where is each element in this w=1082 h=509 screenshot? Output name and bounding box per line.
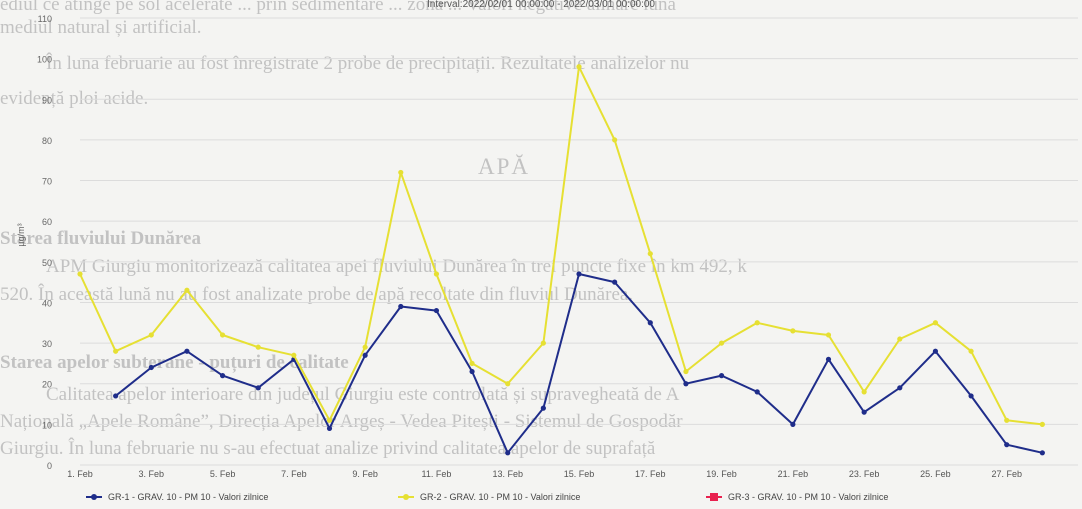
series-1-point xyxy=(683,381,689,387)
series-2-point xyxy=(790,328,796,334)
y-tick-label: 20 xyxy=(42,380,52,390)
series-1-point xyxy=(184,348,190,354)
series-1-point xyxy=(540,405,546,411)
series-1-point xyxy=(469,368,475,375)
series-1-point xyxy=(113,393,119,399)
series-2-point xyxy=(968,348,974,354)
y-tick-label: 50 xyxy=(42,258,52,268)
series-2-point xyxy=(897,336,903,342)
series-1-point xyxy=(576,271,582,277)
series-2-point xyxy=(505,381,511,387)
series-2-point xyxy=(255,344,261,350)
series-2-point xyxy=(291,352,297,358)
x-tick-label: 3. Feb xyxy=(139,469,165,479)
x-tick-label: 17. Feb xyxy=(635,469,666,479)
series-1-point xyxy=(754,389,760,395)
series-2-point xyxy=(540,340,546,346)
y-tick-label: 80 xyxy=(42,136,52,146)
x-tick-label: 11. Feb xyxy=(421,469,451,479)
series-2-point xyxy=(718,340,725,346)
series-2-point xyxy=(362,344,368,350)
legend-marker-2 xyxy=(403,494,409,500)
series-1-point xyxy=(1039,450,1045,456)
y-tick-label: 30 xyxy=(42,339,52,349)
series-2-point xyxy=(219,332,226,338)
y-tick-label: 60 xyxy=(42,217,52,227)
series-1-point xyxy=(861,409,867,415)
series-2-point xyxy=(576,64,582,70)
series-2-point xyxy=(184,287,190,293)
x-tick-label: 1. Feb xyxy=(67,469,93,479)
series-line-2 xyxy=(79,65,1043,426)
series-1-point xyxy=(148,364,154,371)
series-1-point xyxy=(219,373,226,379)
series-2-point xyxy=(1039,421,1045,427)
x-tick-label: 27. Feb xyxy=(991,469,1022,479)
series-1-point xyxy=(825,356,832,362)
series-2-point xyxy=(825,332,832,338)
series-2-point xyxy=(612,137,618,143)
series-2-point xyxy=(861,389,867,395)
series-2-point xyxy=(754,320,760,326)
y-tick-label: 90 xyxy=(42,95,52,105)
x-tick-label: 13. Feb xyxy=(492,469,523,479)
y-tick-label: 10 xyxy=(42,420,52,430)
x-tick-label: 7. Feb xyxy=(281,469,307,479)
series-2-point xyxy=(433,271,440,277)
series-1-point xyxy=(255,385,261,391)
series-2-point xyxy=(932,320,939,326)
x-tick-label: 5. Feb xyxy=(210,469,236,479)
series-1-point xyxy=(398,303,404,310)
legend-label-3: GR-3 - GRAV. 10 - PM 10 - Valori zilnice xyxy=(728,492,888,502)
series-1-point xyxy=(647,320,653,326)
y-tick-label: 40 xyxy=(42,298,52,308)
y-tick-label: 100 xyxy=(37,55,52,65)
y-tick-label: 70 xyxy=(42,177,52,187)
series-2-point xyxy=(683,368,689,375)
x-tick-label: 21. Feb xyxy=(778,469,809,479)
legend-marker-1 xyxy=(91,494,97,500)
series-1-point xyxy=(433,307,440,314)
y-tick-label: 110 xyxy=(38,14,52,24)
series-2-point xyxy=(647,251,653,257)
x-tick-label: 9. Feb xyxy=(352,469,378,479)
series-1-point xyxy=(968,393,974,399)
legend-marker-3 xyxy=(710,493,718,501)
legend-label-2: GR-2 - GRAV. 10 - PM 10 - Valori zilnice xyxy=(420,492,580,502)
series-2-point xyxy=(77,271,83,277)
legend-label-1: GR-1 - GRAV. 10 - PM 10 - Valori zilnice xyxy=(108,492,268,502)
series-2-point xyxy=(398,169,404,176)
series-2-point xyxy=(326,417,333,423)
y-axis-label: µg/m³ xyxy=(16,223,26,246)
series-2-point xyxy=(469,360,475,367)
series-1-point xyxy=(612,279,618,285)
series-1-point xyxy=(505,450,511,456)
series-1-point xyxy=(897,385,903,391)
series-line-1 xyxy=(114,273,1043,454)
series-1-point xyxy=(362,352,368,358)
series-1-point xyxy=(1004,442,1010,448)
y-tick-label: 0 xyxy=(47,461,52,471)
series-1-point xyxy=(326,425,333,432)
series-2-point xyxy=(1004,417,1010,423)
series-1-point xyxy=(932,348,939,354)
x-tick-label: 23. Feb xyxy=(849,469,880,479)
series-1-point xyxy=(718,373,725,379)
x-tick-label: 15. Feb xyxy=(564,469,595,479)
x-tick-label: 19. Feb xyxy=(706,469,737,479)
series-2-point xyxy=(113,348,119,354)
series-2-point xyxy=(148,332,154,338)
x-tick-label: 25. Feb xyxy=(920,469,951,479)
chart-subtitle: Interval:2022/02/01 00:00:00 - 2022/03/0… xyxy=(427,0,655,10)
series-1-point xyxy=(790,421,796,427)
